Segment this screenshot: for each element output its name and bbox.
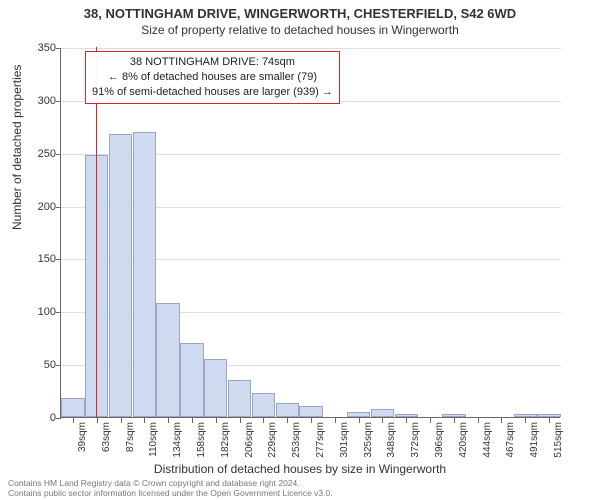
histogram-bar [109, 134, 132, 417]
x-tick-mark [121, 418, 122, 423]
footer-line-2: Contains public sector information licen… [8, 488, 333, 498]
x-tick-mark [430, 418, 431, 423]
histogram-bar [347, 412, 370, 417]
y-tick-mark [56, 207, 61, 208]
y-tick-label: 50 [16, 359, 56, 371]
y-tick-mark [56, 365, 61, 366]
x-tick-mark [287, 418, 288, 423]
x-tick-mark [406, 418, 407, 423]
y-tick-label: 0 [16, 412, 56, 424]
x-tick-mark [97, 418, 98, 423]
y-tick-label: 300 [16, 95, 56, 107]
y-tick-mark [56, 101, 61, 102]
histogram-bar [252, 393, 275, 417]
y-tick-label: 100 [16, 306, 56, 318]
x-tick-mark [263, 418, 264, 423]
x-tick-mark [525, 418, 526, 423]
annotation-box: 38 NOTTINGHAM DRIVE: 74sqm ← 8% of detac… [85, 51, 340, 104]
histogram-bar [61, 398, 84, 417]
y-tick-label: 150 [16, 253, 56, 265]
x-tick-mark [382, 418, 383, 423]
y-tick-mark [56, 154, 61, 155]
histogram-bar [133, 132, 156, 417]
x-tick-mark [240, 418, 241, 423]
annotation-line-3: 91% of semi-detached houses are larger (… [92, 85, 333, 100]
histogram-bar [228, 380, 251, 417]
footer-line-1: Contains HM Land Registry data © Crown c… [8, 478, 333, 488]
histogram-bar [276, 403, 299, 417]
annotation-line-2: ← 8% of detached houses are smaller (79) [92, 70, 333, 85]
x-tick-mark [144, 418, 145, 423]
x-axis-label: Distribution of detached houses by size … [0, 462, 600, 476]
x-tick-mark [359, 418, 360, 423]
histogram-bar [85, 155, 108, 417]
x-tick-mark [168, 418, 169, 423]
histogram-bar [442, 414, 465, 417]
annotation-line-1: 38 NOTTINGHAM DRIVE: 74sqm [92, 55, 333, 70]
histogram-bar [299, 406, 322, 417]
chart-title-sub: Size of property relative to detached ho… [0, 21, 600, 37]
y-tick-mark [56, 48, 61, 49]
chart-title-main: 38, NOTTINGHAM DRIVE, WINGERWORTH, CHEST… [0, 0, 600, 21]
x-tick-mark [549, 418, 550, 423]
histogram-bar [395, 414, 418, 417]
x-tick-mark [216, 418, 217, 423]
x-tick-mark [73, 418, 74, 423]
y-tick-mark [56, 418, 61, 419]
x-tick-mark [454, 418, 455, 423]
y-tick-label: 250 [16, 148, 56, 160]
footer-attrib: Contains HM Land Registry data © Crown c… [8, 478, 333, 498]
x-tick-mark [311, 418, 312, 423]
y-tick-label: 350 [16, 42, 56, 54]
x-tick-mark [192, 418, 193, 423]
histogram-bar [537, 414, 560, 417]
histogram-bar [156, 303, 179, 417]
x-tick-mark [501, 418, 502, 423]
histogram-bar [514, 414, 537, 417]
histogram-bar [371, 409, 394, 417]
y-tick-label: 200 [16, 201, 56, 213]
histogram-bar [180, 343, 203, 417]
x-tick-mark [335, 418, 336, 423]
grid-line [61, 48, 561, 49]
y-tick-mark [56, 312, 61, 313]
y-tick-mark [56, 259, 61, 260]
histogram-bar [204, 359, 227, 417]
x-tick-mark [478, 418, 479, 423]
